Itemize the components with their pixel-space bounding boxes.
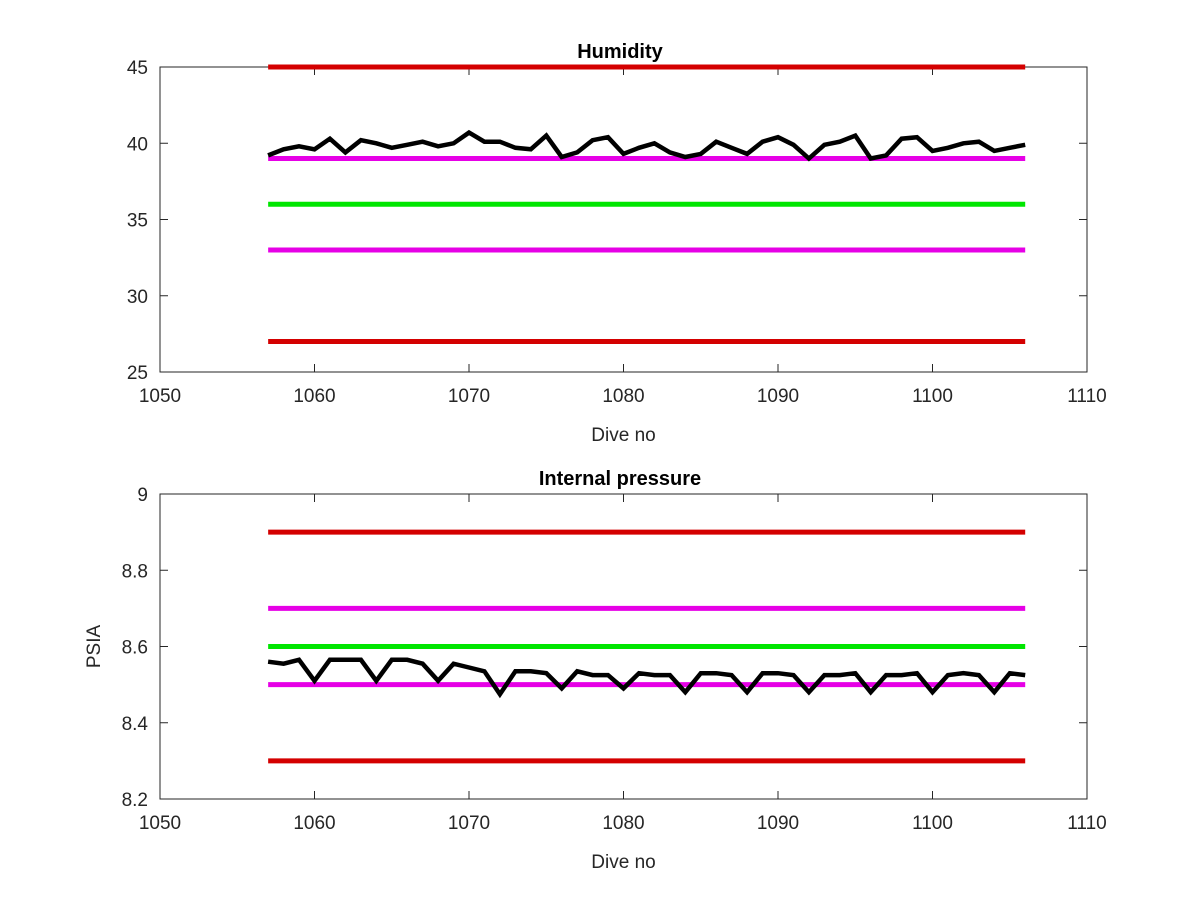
x-tick-label: 1050 — [139, 386, 181, 407]
axes-box — [159, 66, 1088, 373]
x-tick-label: 1070 — [448, 386, 490, 407]
internal-pressure-chart: Internal pressure 1050 1060 1070 1080 1090 11… — [84, 468, 1107, 873]
x-tick-label: 1090 — [757, 813, 799, 834]
chart-title: Internal pressure — [539, 468, 701, 490]
y-tick-label: 35 — [127, 211, 148, 232]
y-tick-label: 45 — [127, 58, 148, 79]
x-tick-label: 1060 — [293, 813, 335, 834]
series-line — [267, 129, 1026, 162]
x-axis-label: Dive no — [591, 425, 655, 446]
y-tick-label: 40 — [127, 134, 148, 155]
y-tick-label: 30 — [127, 287, 148, 308]
x-tick-label: 1110 — [1067, 813, 1106, 834]
y-axis-label: PSIA — [84, 625, 105, 669]
x-tick-label: 1070 — [448, 813, 490, 834]
y-tick-label: 9 — [137, 485, 148, 506]
x-tick-label: 1080 — [602, 813, 644, 834]
y-tick-label: 25 — [127, 363, 148, 384]
y-tick-label: 8.4 — [122, 714, 149, 735]
chart-title: Humidity — [577, 41, 663, 63]
x-tick-label: 1100 — [912, 813, 953, 834]
x-tick-label: 1060 — [293, 386, 335, 407]
y-tick-label: 8.8 — [122, 561, 148, 582]
series-line — [267, 657, 1026, 699]
y-tick-label: 8.6 — [122, 638, 148, 659]
x-tick-label: 1080 — [602, 386, 644, 407]
x-tick-label: 1090 — [757, 386, 799, 407]
x-tick-label: 1100 — [912, 386, 953, 407]
x-tick-label: 1050 — [139, 813, 181, 834]
x-axis-label: Dive no — [591, 852, 655, 873]
y-tick-label: 8.2 — [122, 790, 148, 811]
x-tick-label: 1110 — [1067, 386, 1106, 407]
humidity-chart: Humidity 1050 1060 1070 1080 1090 1100 1110 25 3… — [127, 41, 1107, 446]
